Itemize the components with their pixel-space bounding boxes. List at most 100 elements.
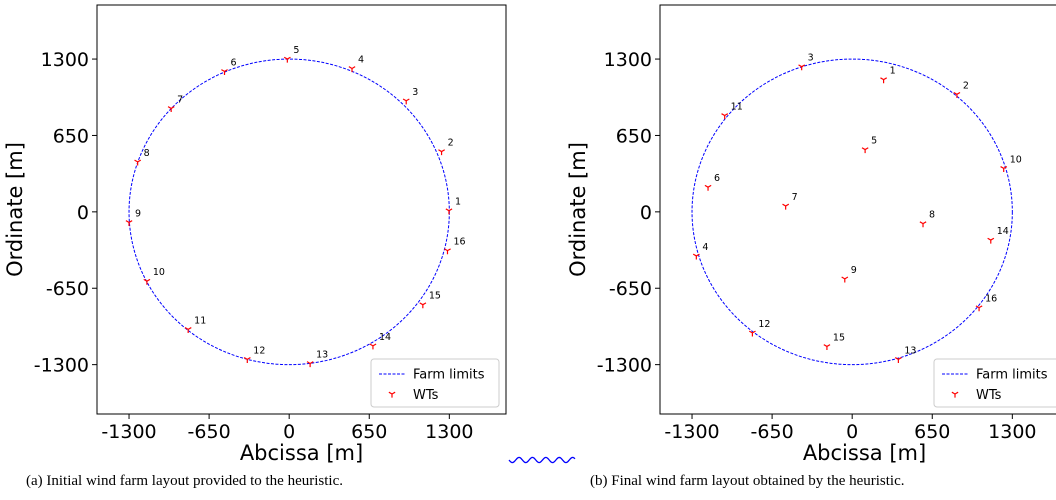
wt-label: 13 (904, 345, 916, 356)
wt-label: 8 (144, 148, 150, 159)
legend-box (370, 358, 500, 408)
wt-label: 7 (792, 192, 798, 203)
wt-marker (861, 147, 869, 154)
panel-b: -1300 -650 0 650 1300 1300 650 0 -650 -1300 Abciss… (566, 4, 1056, 465)
wt-label: 7 (177, 94, 183, 105)
y-tick-label: -650 (46, 278, 89, 300)
y-axis-label: Ordinate [m] (3, 142, 27, 277)
y-axis-label: Ordinate [m] (566, 142, 590, 277)
wt-label: 6 (714, 173, 720, 184)
plot-frame (659, 4, 1056, 415)
x-tick-label: -650 (188, 421, 231, 443)
wt-label: 3 (412, 87, 418, 98)
y-tick-label: 0 (640, 202, 652, 224)
x-tick-label: 1300 (988, 421, 1036, 443)
wt-label: 12 (758, 319, 770, 330)
wt-marker (419, 302, 427, 309)
wt-marker (134, 159, 142, 166)
wt-marker (987, 237, 995, 244)
wt-marker (306, 361, 314, 368)
legend-farm-limits-label: Farm limits (413, 368, 485, 383)
wt-label: 3 (808, 53, 814, 64)
wt-marker (283, 56, 291, 63)
legend: Farm limits WTs (370, 358, 500, 408)
wt-label: 16 (985, 294, 997, 305)
wt-marker (125, 220, 133, 227)
squiggle-mark (508, 456, 576, 464)
wt-marker (167, 106, 175, 113)
wt-label: 1 (455, 197, 461, 208)
y-tick-label: 0 (77, 202, 89, 224)
wt-label: 9 (851, 265, 857, 276)
wt-marker (243, 357, 251, 363)
legend: Farm limits WTs (933, 358, 1056, 408)
y-tick-label: -1300 (597, 355, 652, 377)
legend-wts-swatch (951, 391, 959, 398)
wt-label: 10 (1010, 154, 1022, 165)
wt-marker (221, 69, 228, 76)
y-tick-label: 1300 (41, 49, 89, 71)
wt-marker (438, 149, 446, 156)
wt-label: 5 (293, 45, 299, 56)
caption-a: (a) Initial wind farm layout provided to… (26, 473, 343, 489)
y-tick-label: -650 (609, 278, 652, 300)
wt-marker (919, 221, 927, 228)
wt-marker (975, 305, 983, 312)
farm-limits-circle (691, 58, 1013, 366)
wt-label: 2 (963, 80, 969, 91)
legend-wts-label: WTs (976, 388, 1002, 403)
wt-label: 12 (253, 345, 265, 356)
wt-label: 9 (135, 208, 141, 219)
x-tick-label: -1300 (664, 421, 719, 443)
wt-label: 15 (429, 291, 441, 302)
wt-marker (782, 203, 790, 210)
wt-label: 16 (453, 237, 465, 248)
wt-marker (823, 344, 831, 351)
wt-marker (143, 278, 151, 285)
wt-marker (704, 184, 712, 191)
wt-label: 13 (316, 349, 328, 360)
legend-box (933, 358, 1056, 408)
wt-label: 2 (448, 138, 454, 149)
caption-b: (b) Final wind farm layout obtained by t… (590, 473, 905, 489)
wt-marker (894, 357, 902, 363)
wt-marker (402, 98, 410, 105)
x-axis-label: Abcissa [m] (240, 441, 363, 465)
plot-frame (96, 4, 507, 415)
x-tick-label: 1300 (425, 421, 473, 443)
wt-label: 4 (358, 54, 364, 65)
y-tick-label: 650 (616, 125, 652, 147)
wt-marker (1000, 166, 1008, 172)
x-tick-label: -650 (751, 421, 794, 443)
wt-label: 5 (871, 136, 877, 147)
y-tick-label: -1300 (34, 355, 89, 377)
wt-marker (953, 92, 961, 98)
wt-marker (841, 276, 849, 283)
x-tick-label: 0 (846, 421, 858, 443)
wt-marker (369, 343, 377, 350)
legend-wts-label: WTs (413, 388, 439, 403)
wt-label: 4 (702, 242, 708, 253)
legend-wts-swatch (388, 391, 396, 398)
x-tick-label: 650 (351, 421, 387, 443)
wt-marker (184, 327, 192, 333)
wt-marker (798, 64, 806, 71)
y-tick-label: 650 (53, 125, 89, 147)
wt-label: 14 (997, 226, 1009, 237)
wt-label: 14 (379, 332, 391, 343)
x-axis-label: Abcissa [m] (803, 441, 926, 465)
wt-marker (445, 208, 453, 215)
wt-marker (444, 248, 451, 255)
wt-label: 11 (194, 315, 206, 326)
wt-label: 6 (231, 57, 237, 68)
panel-a: -1300 -650 0 650 1300 1300 650 0 -650 -1300 Abciss… (3, 4, 507, 465)
y-tick-label: 1300 (604, 49, 652, 71)
x-tick-label: 0 (283, 421, 295, 443)
legend-farm-limits-label: Farm limits (976, 368, 1048, 383)
x-tick-label: -1300 (101, 421, 156, 443)
wt-label: 11 (731, 101, 743, 112)
wt-marker (880, 77, 888, 84)
wt-label: 10 (153, 267, 165, 278)
wt-marker (348, 66, 356, 73)
